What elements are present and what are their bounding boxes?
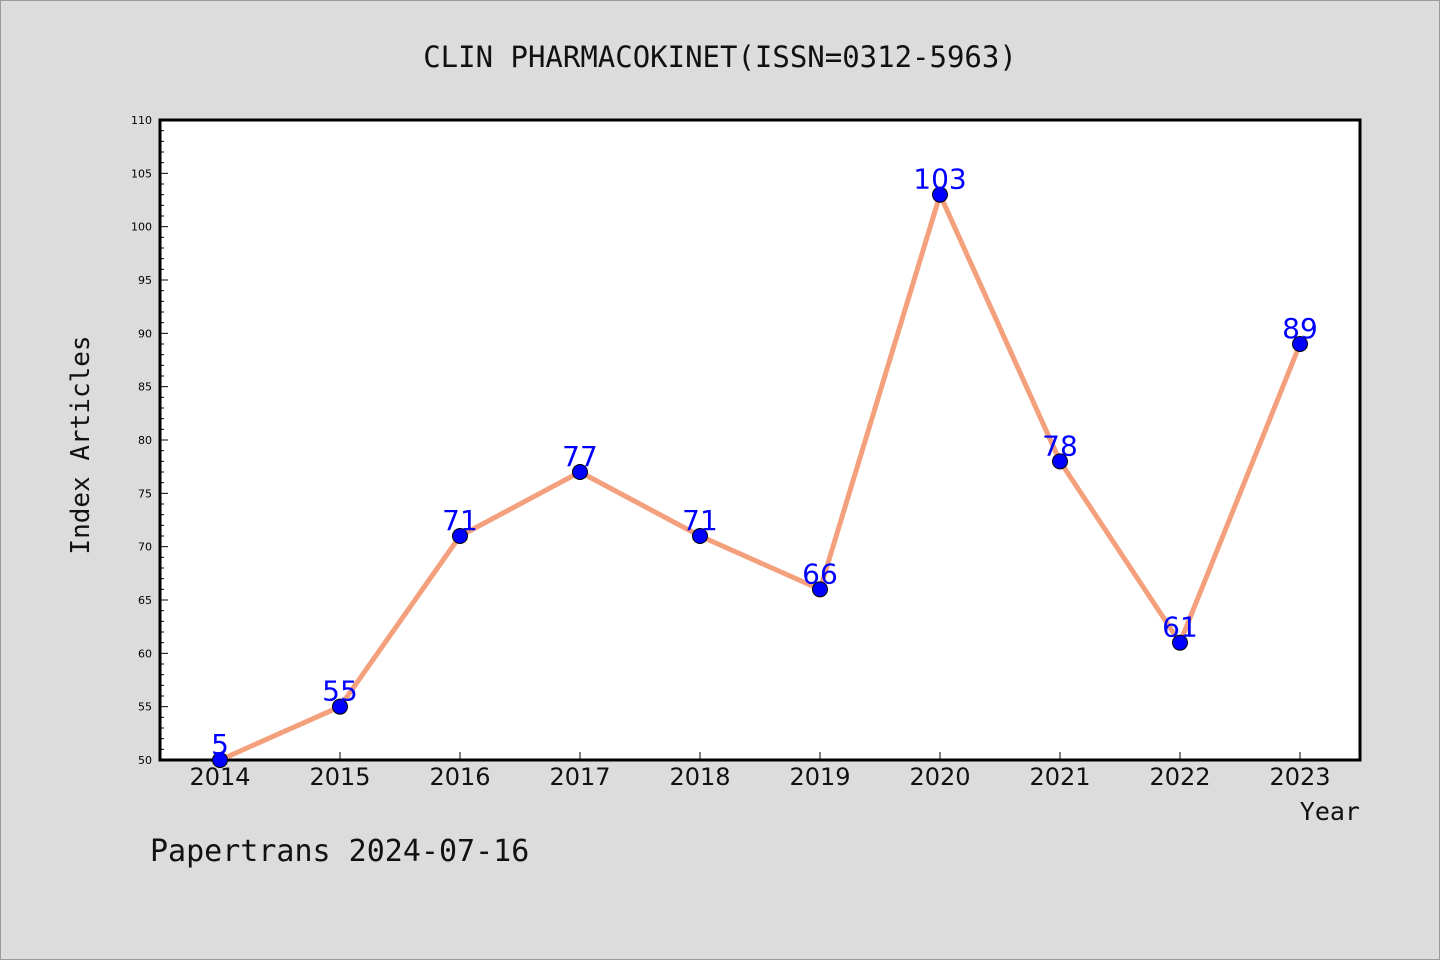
- x-tick-label: 2017: [549, 763, 610, 791]
- y-tick-label: 50: [138, 754, 152, 767]
- data-label: 77: [562, 440, 598, 473]
- data-label: 55: [322, 675, 358, 708]
- data-label: 61: [1162, 611, 1198, 644]
- y-tick-label: 100: [131, 221, 152, 234]
- x-axis-ticks: 2014 2015 2016 2017 2018 2019 2020 2021 2022 2023: [189, 752, 1331, 791]
- y-tick-label: 105: [131, 167, 152, 180]
- y-tick-label: 55: [138, 701, 152, 714]
- x-tick-label: 2023: [1269, 763, 1330, 791]
- data-label: 89: [1282, 312, 1318, 345]
- y-axis-ticks: 50 55 60 65 70 75 80 85 90 95 100 105 110: [131, 114, 168, 767]
- y-tick-label: 70: [138, 541, 152, 554]
- footer-text: Papertrans 2024-07-16: [150, 834, 530, 869]
- y-tick-label: 65: [138, 594, 152, 607]
- plot-area: [158, 118, 1362, 762]
- data-label: 5: [211, 728, 229, 761]
- y-tick-label: 85: [138, 381, 152, 394]
- y-tick-label: 110: [131, 114, 152, 127]
- data-point: [332, 698, 348, 715]
- data-point: [1172, 634, 1188, 651]
- data-markers: [212, 186, 1308, 768]
- x-tick-label: 2015: [309, 763, 370, 791]
- x-tick-label: 2016: [429, 763, 490, 791]
- x-tick-label: 2021: [1029, 763, 1090, 791]
- data-point: [452, 528, 468, 544]
- y-tick-label: 95: [138, 274, 152, 287]
- data-label: 78: [1042, 429, 1078, 462]
- data-point: [1052, 453, 1068, 470]
- data-label: 71: [442, 504, 478, 537]
- y-tick-label: 90: [138, 327, 152, 340]
- data-point: [572, 464, 588, 480]
- x-tick-label: 2019: [789, 763, 850, 791]
- series-line: [217, 192, 1303, 763]
- y-tick-label: 80: [138, 434, 152, 447]
- data-point: [692, 528, 708, 544]
- data-point: [812, 581, 828, 598]
- x-axis-label: Year: [1300, 797, 1360, 826]
- data-point: [1292, 336, 1308, 352]
- y-tick-label: 60: [138, 647, 152, 660]
- data-label: 71: [682, 504, 718, 537]
- y-axis-label: Index Articles: [66, 335, 96, 554]
- x-tick-label: 2020: [909, 763, 970, 791]
- chart-title: CLIN PHARMACOKINET(ISSN=0312-5963): [423, 40, 1017, 74]
- data-label: 103: [913, 163, 966, 196]
- x-tick-label: 2018: [669, 763, 730, 791]
- data-label: 66: [802, 557, 838, 590]
- data-point: [212, 752, 228, 768]
- y-tick-label: 75: [138, 487, 152, 500]
- data-point: [932, 186, 948, 203]
- x-tick-label: 2022: [1149, 763, 1210, 791]
